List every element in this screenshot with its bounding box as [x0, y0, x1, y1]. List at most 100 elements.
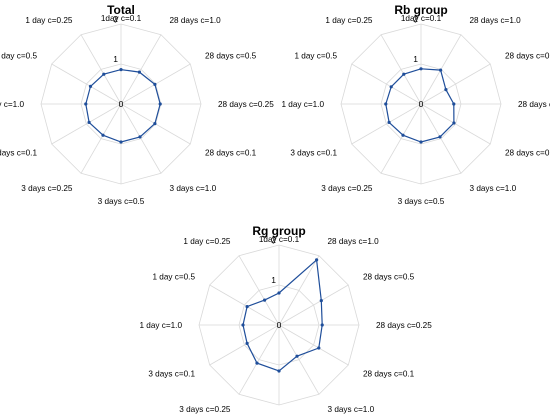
axis-label: 1 day c=0.25 [325, 16, 373, 25]
axis-label: 1 day c=0.5 [0, 52, 37, 61]
grid-spoke [51, 63, 122, 105]
grid-spoke [209, 284, 280, 326]
axis-label: 28 days c=0.1 [205, 149, 257, 158]
axis-label: 1day c=0.1 [401, 14, 442, 23]
axis-label: 1 day c=0.5 [294, 52, 337, 61]
radial-tick-label: 1 [113, 54, 118, 64]
grid-spoke [278, 255, 320, 326]
data-point [153, 82, 157, 86]
data-point [384, 102, 388, 106]
grid-spoke [120, 103, 162, 174]
axis-label: 28 days c=1.0 [328, 237, 380, 246]
axis-label: 28 days c=0.5 [205, 52, 257, 61]
data-point [401, 133, 405, 137]
data-point [84, 102, 88, 106]
data-point [88, 84, 93, 88]
data-point [315, 258, 319, 262]
grid-spoke [238, 255, 280, 326]
axis-label: 1 day c=1.0 [0, 100, 24, 109]
grid-spoke [420, 103, 491, 145]
grid-spoke [420, 63, 491, 105]
data-point [452, 102, 456, 106]
data-point [137, 70, 141, 74]
axis-label: 1day c=0.1 [259, 235, 300, 244]
axis-label: 1 day c=1.0 [139, 321, 182, 330]
data-point [241, 323, 245, 327]
data-point [153, 122, 157, 126]
grid-spoke [238, 324, 280, 395]
radial-tick-label: 0 [119, 99, 124, 109]
data-point [452, 121, 456, 125]
data-point [402, 72, 406, 76]
axis-label: 3 days c=0.5 [398, 197, 445, 206]
axis-label: 3 days c=1.0 [170, 184, 217, 193]
data-point [439, 68, 443, 72]
grid-spoke [80, 34, 122, 105]
axis-label: 1 day c=0.5 [152, 273, 195, 282]
axis-label: 3 days c=1.0 [470, 184, 517, 193]
grid-spoke [420, 103, 462, 174]
axis-label: 3 days c=0.25 [321, 184, 373, 193]
data-point [119, 140, 123, 144]
data-point [419, 67, 423, 71]
data-point [444, 88, 448, 92]
grid-spoke [380, 103, 422, 174]
data-point [419, 140, 423, 144]
data-point [158, 102, 162, 106]
axis-label: 28 days c=0.1 [363, 370, 415, 379]
data-point [389, 85, 393, 89]
data-point [320, 323, 324, 327]
data-point [319, 299, 323, 303]
data-point [245, 341, 249, 345]
data-point [119, 68, 123, 72]
axis-label: 28 days c=0.5 [505, 52, 550, 61]
data-point [277, 369, 281, 373]
chart-title: Total [107, 3, 135, 17]
data-point [295, 354, 299, 358]
grid-spoke [209, 324, 280, 366]
grid-spoke [278, 324, 349, 366]
axis-label: 3 days c=0.25 [179, 405, 231, 414]
data-point [102, 72, 106, 76]
data-point [255, 361, 259, 365]
radar-grid [40, 23, 202, 185]
radial-tick-label: 2 [113, 14, 118, 24]
axis-label: 28 days c=0.25 [518, 100, 550, 109]
grid-spoke [120, 34, 162, 105]
grid-spoke [278, 324, 320, 395]
axis-label: 28 days c=0.1 [505, 149, 550, 158]
axis-label: 28 days c=0.25 [376, 321, 432, 330]
axis-label: 3 days c=0.25 [21, 184, 73, 193]
axis-label: 3 days c=0.1 [148, 370, 195, 379]
axis-label: 28 days c=1.0 [170, 16, 222, 25]
data-point [438, 135, 442, 139]
axis-label: 28 days c=0.5 [363, 273, 415, 282]
radar-grid [198, 244, 360, 406]
axis-label: 1day c=0.1 [101, 14, 142, 23]
axis-label: 1 day c=0.25 [25, 16, 73, 25]
radial-tick-label: 2 [271, 235, 276, 245]
grid-spoke [80, 103, 122, 174]
data-point [87, 120, 91, 124]
axis-label: 3 days c=0.1 [290, 149, 337, 158]
radial-tick-label: 1 [271, 275, 276, 285]
chart-title: Rb group [394, 3, 447, 17]
data-point [317, 346, 321, 350]
grid-spoke [380, 34, 422, 105]
grid-spoke [351, 63, 422, 105]
radial-tick-label: 0 [419, 99, 424, 109]
axis-label: 28 days c=1.0 [470, 16, 522, 25]
data-point [101, 133, 105, 137]
radial-tick-label: 2 [413, 14, 418, 24]
radial-tick-label: 0 [277, 320, 282, 330]
axis-label: 1 day c=0.25 [183, 237, 231, 246]
data-point [277, 291, 281, 295]
axis-label: 1 day c=1.0 [281, 100, 324, 109]
axis-label: 3 days c=0.5 [98, 197, 145, 206]
grid-spoke [278, 284, 349, 326]
